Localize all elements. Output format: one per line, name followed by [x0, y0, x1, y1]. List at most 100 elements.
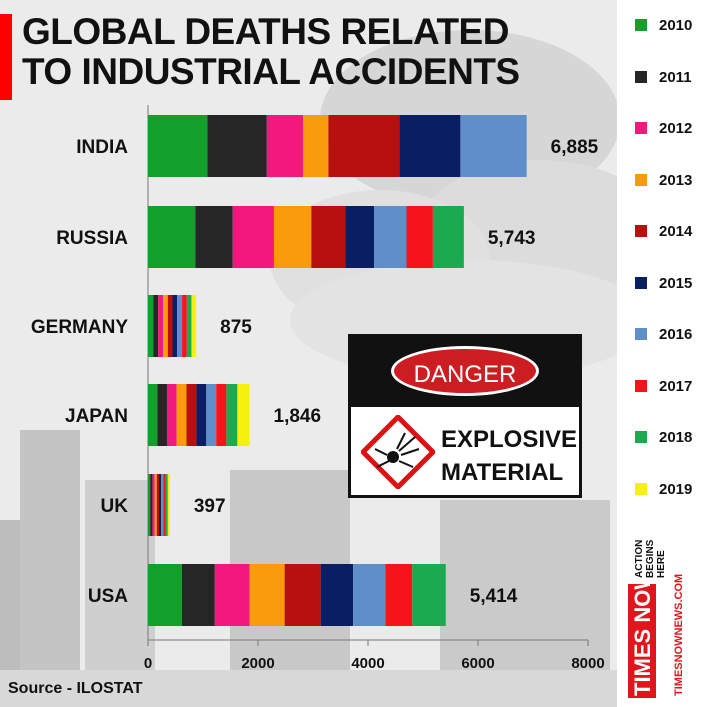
bar-segment-india-2010 [148, 115, 208, 177]
legend-swatch [635, 482, 647, 495]
brand-logo: TIMES NOW [630, 569, 655, 696]
bar-segment-japan-2010 [148, 384, 158, 446]
brand-tagline-1: ACTION [634, 540, 645, 578]
brand-url: TIMESNOWNEWS.COM [673, 574, 685, 696]
legend-label: 2017 [659, 377, 693, 395]
legend-swatch [635, 70, 647, 83]
bar-segment-japan-2017 [216, 384, 227, 446]
category-label-russia: RUSSIA [56, 228, 128, 249]
explosive-material-text: EXPLOSIVE MATERIAL [441, 423, 581, 489]
legend-label: 2019 [659, 480, 693, 498]
legend-swatch [635, 173, 647, 186]
bar-segment-russia-2015 [345, 206, 375, 268]
bar-segment-germany-2011 [153, 295, 159, 357]
bar-segment-japan-2013 [176, 384, 187, 446]
bar-segment-usa-2012 [214, 564, 250, 626]
total-label-india: 6,885 [551, 137, 599, 158]
category-label-uk: UK [101, 496, 129, 517]
bar-segment-russia-2017 [406, 206, 433, 268]
bar-segment-uk-2011 [150, 474, 153, 536]
bar-segment-germany-2019 [191, 295, 197, 357]
source-note: Source - ILOSTAT [8, 680, 143, 697]
bar-segment-germany-2015 [172, 295, 178, 357]
bar-segment-germany-2012 [158, 295, 164, 357]
x-tick-label: 0 [144, 655, 152, 672]
bar-segment-russia-2013 [273, 206, 312, 268]
bar-segment-india-2012 [266, 115, 304, 177]
bar-segment-russia-2016 [374, 206, 407, 268]
brand-tagline-3: HERE [656, 550, 667, 578]
bar-segment-germany-2016 [177, 295, 183, 357]
legend-swatch [635, 122, 647, 134]
bar-segment-russia-2012 [232, 206, 274, 268]
x-tick-label: 4000 [351, 655, 384, 672]
bar-segment-japan-2014 [186, 384, 197, 446]
bar-segment-russia-2010 [148, 206, 196, 268]
legend-swatch [635, 225, 647, 237]
bar-segment-japan-2012 [166, 384, 177, 446]
bar-segment-uk-2019 [167, 474, 170, 536]
category-label-usa: USA [88, 586, 128, 607]
legend-swatch [635, 431, 647, 443]
x-tick-label: 6000 [461, 655, 494, 672]
danger-sign-header: DANGER [351, 337, 579, 407]
bar-segment-uk-2018 [165, 474, 168, 536]
explosive-label: EXPLOSIVE [441, 426, 578, 453]
legend-swatch [635, 276, 647, 289]
brand-tagline-2: BEGINS [645, 539, 656, 578]
bar-segment-india-2016 [460, 115, 527, 177]
bar-segment-japan-2016 [206, 384, 217, 446]
bar-segment-germany-2018 [186, 295, 192, 357]
category-label-germany: GERMANY [31, 317, 128, 338]
bar-segment-germany-2014 [167, 295, 173, 357]
danger-sign: DANGER EXPLOSIVE MATERIAL [348, 334, 582, 498]
bar-segment-russia-2018 [432, 206, 464, 268]
bar-segment-usa-2015 [320, 564, 354, 626]
x-tick-label: 2000 [241, 655, 274, 672]
bar-segment-japan-2018 [226, 384, 238, 446]
total-label-germany: 875 [220, 317, 252, 338]
bar-segment-uk-2012 [152, 474, 155, 536]
legend-label: 2012 [659, 120, 693, 137]
legend-label: 2011 [659, 68, 692, 86]
bar-segment-japan-2019 [237, 384, 250, 446]
legend-label: 2015 [659, 274, 693, 292]
bar-segment-india-2014 [328, 115, 400, 177]
bar-segment-usa-2013 [249, 564, 285, 626]
x-tick-label: 8000 [571, 655, 604, 672]
total-label-usa: 5,414 [470, 586, 518, 607]
legend-label: 2014 [659, 223, 693, 240]
bar-segment-usa-2017 [385, 564, 413, 626]
explosive-hazard-icon [361, 415, 435, 489]
bar-segment-germany-2017 [182, 295, 187, 357]
legend-label: 2016 [659, 326, 693, 343]
bar-segment-japan-2011 [157, 384, 167, 446]
bar-segment-russia-2014 [311, 206, 346, 268]
title-accent-bar [0, 14, 12, 100]
bar-segment-india-2015 [399, 115, 461, 177]
bar-segment-usa-2016 [353, 564, 386, 626]
legend-label: 2010 [659, 17, 693, 34]
bar-segment-india-2013 [303, 115, 329, 177]
bar-segment-india-2011 [207, 115, 267, 177]
bar-segment-uk-2014 [156, 474, 159, 536]
legend-label: 2018 [659, 429, 693, 446]
bar-segment-uk-2016 [161, 474, 164, 536]
legend-label: 2013 [659, 171, 693, 189]
bar-segment-usa-2011 [181, 564, 215, 626]
times-now-brand: TIMES NOW ACTION BEGINS HERE TIMESNOWNEW… [628, 539, 685, 698]
title-line-2: TO INDUSTRIAL ACCIDENTS [22, 51, 520, 92]
bar-segment-japan-2015 [196, 384, 207, 446]
bar-segment-germany-2010 [148, 295, 154, 357]
material-label: MATERIAL [441, 459, 564, 486]
bar-segment-uk-2015 [159, 474, 162, 536]
total-label-japan: 1,846 [274, 406, 322, 427]
total-label-russia: 5,743 [488, 228, 536, 249]
bar-segment-uk-2013 [154, 474, 157, 536]
bar-segment-russia-2011 [195, 206, 233, 268]
bar-segment-uk-2010 [148, 474, 151, 536]
danger-oval: DANGER [391, 346, 539, 396]
bar-segment-usa-2014 [284, 564, 321, 626]
bar-segment-uk-2017 [163, 474, 166, 536]
